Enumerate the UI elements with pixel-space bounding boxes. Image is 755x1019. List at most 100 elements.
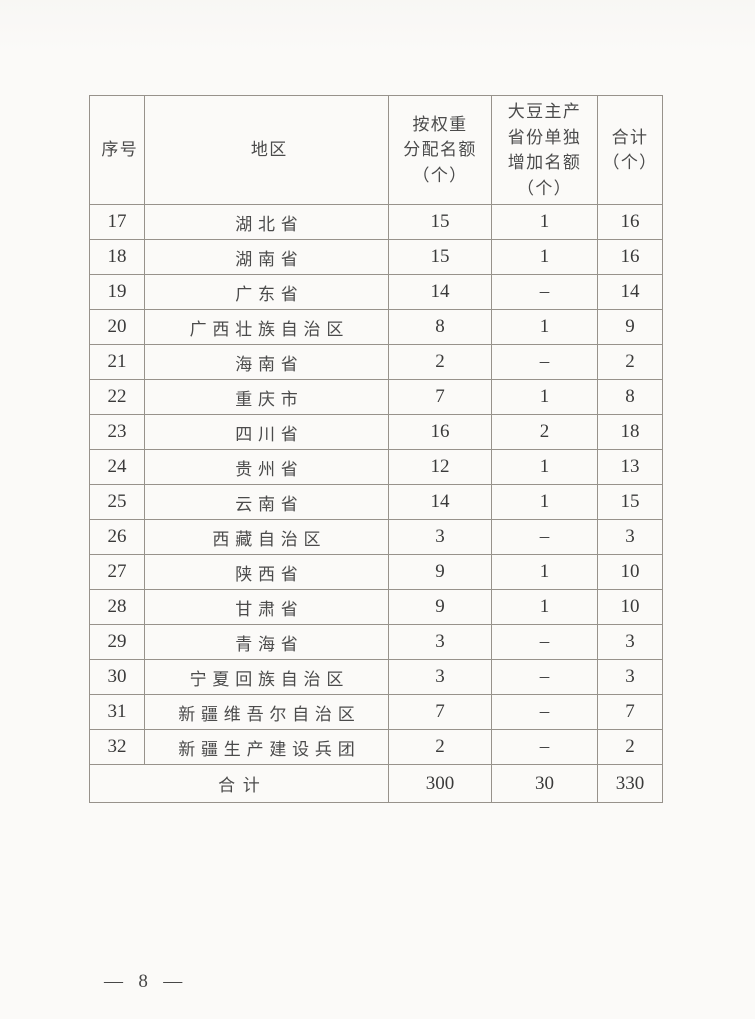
row-region: 海南省	[144, 344, 389, 380]
row-soybean-quota: –	[491, 519, 598, 555]
row-region: 西藏自治区	[144, 519, 389, 555]
row-serial: 26	[89, 519, 145, 555]
table-row: 21 海南省 2 – 2	[89, 344, 663, 380]
row-region: 新疆维吾尔自治区	[144, 694, 389, 730]
row-soybean-quota: –	[491, 624, 598, 660]
row-weight-quota: 16	[388, 414, 492, 450]
table-row: 31 新疆维吾尔自治区 7 – 7	[89, 694, 663, 730]
row-region: 青海省	[144, 624, 389, 660]
row-total: 3	[597, 624, 663, 660]
table-row: 23 四川省 16 2 18	[89, 414, 663, 450]
total-label: 合计	[89, 764, 389, 803]
row-weight-quota: 9	[388, 554, 492, 590]
table-row: 30 宁夏回族自治区 3 – 3	[89, 659, 663, 695]
row-serial: 30	[89, 659, 145, 695]
table-row: 24 贵州省 12 1 13	[89, 449, 663, 485]
row-weight-quota: 3	[388, 659, 492, 695]
table-row: 26 西藏自治区 3 – 3	[89, 519, 663, 555]
row-weight-quota: 14	[388, 274, 492, 310]
row-serial: 19	[89, 274, 145, 310]
header-weight-quota: 按权重 分配名额 （个）	[388, 95, 492, 205]
row-soybean-quota: –	[491, 659, 598, 695]
table-row: 19 广东省 14 – 14	[89, 274, 663, 310]
row-soybean-quota: –	[491, 729, 598, 765]
row-soybean-quota: 1	[491, 379, 598, 415]
table-row: 17 湖北省 15 1 16	[89, 204, 663, 240]
table-row: 27 陕西省 9 1 10	[89, 554, 663, 590]
row-serial: 31	[89, 694, 145, 730]
row-total: 2	[597, 729, 663, 765]
table-header-row: 序号 地区 按权重 分配名额 （个） 大豆主产 省份单独 增加名额 （个） 合计…	[89, 95, 663, 205]
row-soybean-quota: –	[491, 274, 598, 310]
table-row: 18 湖南省 15 1 16	[89, 239, 663, 275]
row-serial: 22	[89, 379, 145, 415]
table-total-row: 合计 300 30 330	[89, 764, 663, 803]
row-total: 8	[597, 379, 663, 415]
row-weight-quota: 15	[388, 204, 492, 240]
row-serial: 25	[89, 484, 145, 520]
row-serial: 17	[89, 204, 145, 240]
row-soybean-quota: –	[491, 344, 598, 380]
row-region: 广西壮族自治区	[144, 309, 389, 345]
row-total: 15	[597, 484, 663, 520]
total-weight-quota: 300	[388, 764, 492, 803]
table-row: 29 青海省 3 – 3	[89, 624, 663, 660]
row-total: 2	[597, 344, 663, 380]
row-region: 广东省	[144, 274, 389, 310]
row-weight-quota: 3	[388, 624, 492, 660]
row-weight-quota: 2	[388, 344, 492, 380]
table-row: 28 甘肃省 9 1 10	[89, 589, 663, 625]
row-region: 四川省	[144, 414, 389, 450]
row-weight-quota: 14	[388, 484, 492, 520]
row-soybean-quota: 1	[491, 204, 598, 240]
row-weight-quota: 8	[388, 309, 492, 345]
row-soybean-quota: 1	[491, 449, 598, 485]
row-serial: 21	[89, 344, 145, 380]
row-total: 3	[597, 519, 663, 555]
row-soybean-quota: 2	[491, 414, 598, 450]
row-total: 7	[597, 694, 663, 730]
row-region: 陕西省	[144, 554, 389, 590]
row-serial: 29	[89, 624, 145, 660]
row-total: 3	[597, 659, 663, 695]
row-serial: 24	[89, 449, 145, 485]
header-serial-number: 序号	[89, 95, 145, 205]
row-region: 湖北省	[144, 204, 389, 240]
row-total: 9	[597, 309, 663, 345]
row-region: 宁夏回族自治区	[144, 659, 389, 695]
table-row: 22 重庆市 7 1 8	[89, 379, 663, 415]
row-serial: 27	[89, 554, 145, 590]
row-weight-quota: 7	[388, 379, 492, 415]
row-soybean-quota: –	[491, 694, 598, 730]
row-serial: 18	[89, 239, 145, 275]
row-region: 甘肃省	[144, 589, 389, 625]
scan-artifact	[0, 0, 755, 90]
row-serial: 32	[89, 729, 145, 765]
table-row: 25 云南省 14 1 15	[89, 484, 663, 520]
row-weight-quota: 3	[388, 519, 492, 555]
header-soybean-extra-quota: 大豆主产 省份单独 增加名额 （个）	[491, 95, 598, 205]
row-region: 贵州省	[144, 449, 389, 485]
row-soybean-quota: 1	[491, 309, 598, 345]
row-region: 湖南省	[144, 239, 389, 275]
header-region: 地区	[144, 95, 389, 205]
row-weight-quota: 15	[388, 239, 492, 275]
page-number: — 8 —	[104, 971, 188, 992]
row-soybean-quota: 1	[491, 554, 598, 590]
row-total: 10	[597, 554, 663, 590]
row-soybean-quota: 1	[491, 589, 598, 625]
row-weight-quota: 12	[388, 449, 492, 485]
row-total: 16	[597, 239, 663, 275]
total-overall: 330	[597, 764, 663, 803]
row-total: 16	[597, 204, 663, 240]
total-soybean-quota: 30	[491, 764, 598, 803]
row-weight-quota: 2	[388, 729, 492, 765]
row-region: 重庆市	[144, 379, 389, 415]
row-serial: 23	[89, 414, 145, 450]
row-total: 14	[597, 274, 663, 310]
row-serial: 20	[89, 309, 145, 345]
row-weight-quota: 7	[388, 694, 492, 730]
header-total: 合计 （个）	[597, 95, 663, 205]
quota-allocation-table: 序号 地区 按权重 分配名额 （个） 大豆主产 省份单独 增加名额 （个） 合计…	[89, 95, 663, 803]
row-serial: 28	[89, 589, 145, 625]
